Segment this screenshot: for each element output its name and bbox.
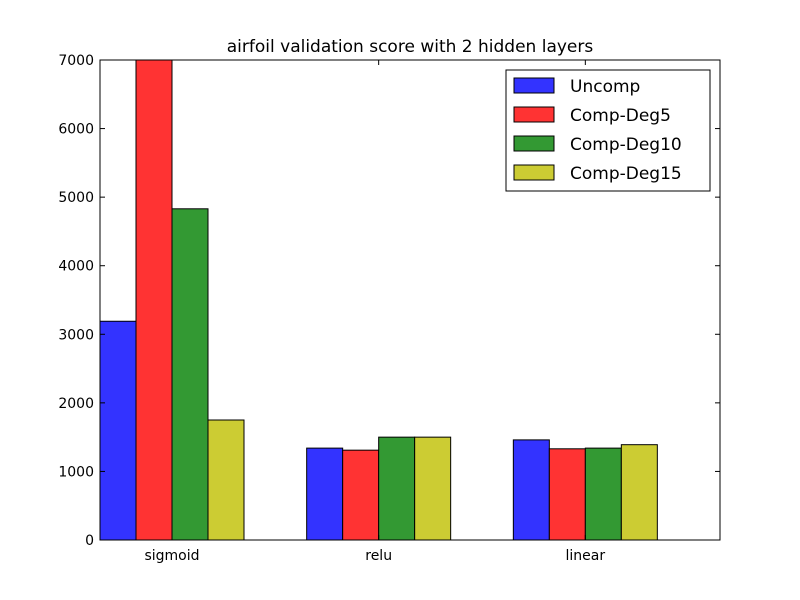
legend-swatch-comp-deg5 bbox=[513, 106, 555, 123]
bar-comp-deg5-linear bbox=[548, 448, 586, 541]
bar-comp-deg10-linear bbox=[584, 447, 622, 541]
y-tick-label: 5000 bbox=[58, 190, 94, 206]
bar-comp-deg10-relu bbox=[378, 436, 416, 541]
y-tick-label: 2000 bbox=[58, 396, 94, 412]
bar-comp-deg5-relu bbox=[342, 449, 380, 541]
y-tick-label: 7000 bbox=[58, 53, 94, 69]
bar-uncomp-linear bbox=[512, 439, 550, 541]
legend-label-comp-deg15: Comp-Deg15 bbox=[570, 164, 682, 184]
y-tick-label: 4000 bbox=[58, 259, 94, 275]
y-tick-label: 6000 bbox=[58, 122, 94, 138]
y-tick-label: 3000 bbox=[58, 327, 94, 343]
plot-frame bbox=[99, 59, 721, 541]
x-tick-label-sigmoid: sigmoid bbox=[144, 548, 199, 564]
bar-comp-deg10-sigmoid bbox=[171, 208, 209, 541]
y-axis: 0 1000 2000 3000 4000 5000 6000 7000 bbox=[58, 53, 720, 549]
y-tick-label: 0 bbox=[85, 533, 94, 549]
y-tick-label: 1000 bbox=[58, 464, 94, 480]
legend: Uncomp Comp-Deg5 Comp-Deg10 Comp-Deg15 bbox=[505, 69, 711, 192]
bar-comp-deg15-linear bbox=[620, 444, 658, 541]
bar-comp-deg5-sigmoid bbox=[135, 59, 173, 541]
x-tick-label-relu: relu bbox=[365, 548, 392, 564]
chart-title: airfoil validation score with 2 hidden l… bbox=[227, 37, 594, 57]
legend-label-comp-deg10: Comp-Deg10 bbox=[570, 135, 682, 155]
bar-comp-deg15-relu bbox=[414, 436, 452, 541]
legend-swatch-comp-deg10 bbox=[513, 135, 555, 152]
bar-uncomp-sigmoid bbox=[99, 320, 137, 541]
x-axis: sigmoid relu linear bbox=[144, 60, 605, 564]
legend-label-comp-deg5: Comp-Deg5 bbox=[570, 106, 671, 126]
legend-swatch-uncomp bbox=[513, 77, 555, 94]
legend-label-uncomp: Uncomp bbox=[570, 77, 640, 97]
legend-swatch-comp-deg15 bbox=[513, 164, 555, 181]
bar-comp-deg15-sigmoid bbox=[207, 419, 245, 541]
bars-group bbox=[99, 59, 658, 541]
bar-uncomp-relu bbox=[306, 447, 344, 541]
x-tick-label-linear: linear bbox=[566, 548, 606, 564]
